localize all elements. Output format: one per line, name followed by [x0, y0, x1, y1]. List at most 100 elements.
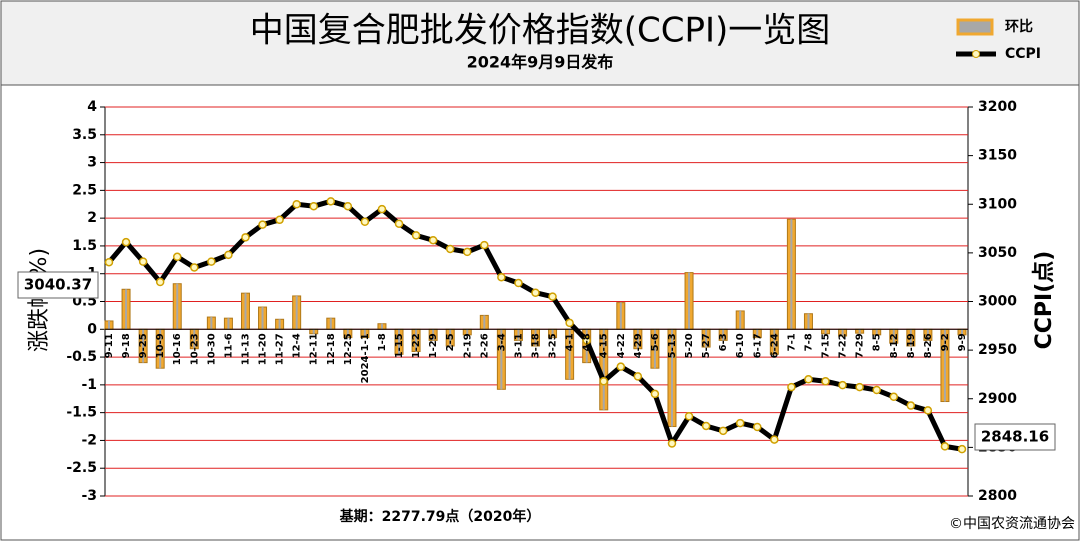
line-marker — [923, 406, 933, 415]
bar-core — [636, 329, 639, 349]
y-tick-label: -2.5 — [66, 460, 97, 476]
y-tick-label: 0 — [87, 321, 97, 337]
y2-tick-label: 2900 — [978, 391, 1017, 407]
line-marker — [804, 375, 813, 384]
line-marker — [616, 362, 626, 371]
legend-swatch — [956, 18, 994, 36]
bar-core — [568, 329, 571, 380]
bar-core — [722, 329, 725, 341]
bar-core — [943, 329, 946, 402]
line-marker — [514, 278, 523, 288]
x-tick-label: 9-2 — [940, 333, 951, 351]
line-marker — [155, 277, 165, 287]
bar-core — [415, 329, 418, 352]
x-tick-label: 9-18 — [121, 333, 132, 358]
value-label-box — [17, 271, 99, 299]
line-marker — [377, 204, 387, 214]
x-tick-label: 5-6 — [650, 333, 661, 351]
x-tick-label: 8-5 — [872, 333, 883, 351]
bar-core — [619, 302, 622, 330]
line-marker — [275, 215, 284, 225]
line-marker — [428, 235, 438, 245]
line-marker — [343, 201, 353, 211]
y2-tick-label: 2800 — [978, 488, 1017, 504]
x-tick-label: 11-6 — [223, 333, 234, 358]
line-marker — [701, 421, 711, 431]
bar-core — [466, 329, 469, 335]
line-marker — [770, 435, 779, 444]
line-marker — [633, 372, 643, 381]
line-marker — [138, 257, 148, 266]
line-marker — [855, 382, 864, 392]
bar-core — [602, 329, 605, 410]
line-marker — [548, 292, 557, 301]
legend-marker — [972, 50, 980, 58]
line-marker — [172, 252, 182, 262]
line-marker — [787, 382, 796, 392]
line-marker — [582, 336, 591, 345]
line-marker — [872, 385, 881, 395]
x-tick-label: 12-18 — [326, 333, 337, 365]
y-tick-label: 2.5 — [72, 182, 97, 198]
x-tick-label: 3-18 — [531, 333, 542, 358]
x-tick-label: 5-13 — [667, 333, 678, 358]
bar-core — [329, 318, 332, 330]
x-tick-label: 10-9 — [155, 333, 166, 358]
x-tick-label: 7-15 — [821, 333, 832, 358]
bar-core — [159, 329, 162, 369]
x-tick-label: 4-15 — [599, 333, 610, 358]
x-tick-label: 5-20 — [684, 333, 695, 358]
bar-core — [176, 283, 179, 330]
line-marker — [497, 272, 506, 282]
x-tick-label: 2-26 — [479, 333, 490, 358]
bar-core — [790, 219, 793, 330]
y-tick-label: -1.5 — [66, 405, 97, 421]
line-marker — [940, 442, 950, 451]
x-tick-label: 3-11 — [513, 333, 524, 358]
value-label-box — [974, 423, 1056, 451]
y-tick-label: 4 — [87, 99, 97, 115]
bar-core — [500, 329, 503, 390]
bar-core — [807, 313, 810, 330]
x-tick-label: 10-16 — [172, 333, 183, 365]
x-tick-label: 5-27 — [701, 333, 712, 358]
bar-core — [210, 317, 213, 330]
footnote: 基期：2277.79点（2020年） — [340, 508, 541, 525]
bar-core — [909, 329, 912, 346]
x-tick-label: 11-27 — [275, 333, 286, 365]
bar-core — [926, 329, 929, 341]
line-marker — [753, 422, 762, 432]
line-marker — [360, 217, 370, 227]
x-tick-label: 11-13 — [240, 333, 251, 365]
bar-core — [858, 329, 861, 334]
bar-core — [108, 320, 110, 330]
line-marker — [906, 401, 916, 410]
x-tick-label: 2-5 — [445, 333, 456, 351]
bar-core — [517, 329, 520, 341]
y-tick-label: 1.5 — [72, 238, 97, 254]
bar-core — [363, 329, 366, 338]
x-tick-label: 1-8 — [377, 333, 388, 351]
line-marker — [650, 389, 660, 399]
bar-core — [739, 310, 742, 330]
y-tick-label: -1 — [81, 377, 97, 393]
source: ©中国农资流通协会 — [949, 516, 1075, 532]
bar-core — [551, 329, 554, 338]
x-tick-label: 8-26 — [923, 333, 934, 358]
x-tick-label: 11-20 — [258, 333, 269, 365]
x-tick-label: 8-12 — [889, 333, 900, 358]
bar-core — [875, 329, 878, 335]
x-tick-label: 6-10 — [735, 333, 746, 358]
line-marker — [889, 392, 899, 402]
y-tick-label: 3 — [87, 155, 97, 171]
bar-core — [142, 329, 145, 363]
bar-core — [193, 329, 196, 349]
bar-core — [312, 329, 315, 334]
y-tick-label: 3.5 — [72, 127, 97, 143]
header — [0, 0, 1080, 86]
line-marker — [718, 426, 728, 436]
x-tick-label: 6-3 — [718, 333, 729, 351]
bar-core — [773, 329, 776, 355]
x-tick-label: 7-22 — [838, 333, 849, 358]
line-marker — [190, 263, 199, 272]
